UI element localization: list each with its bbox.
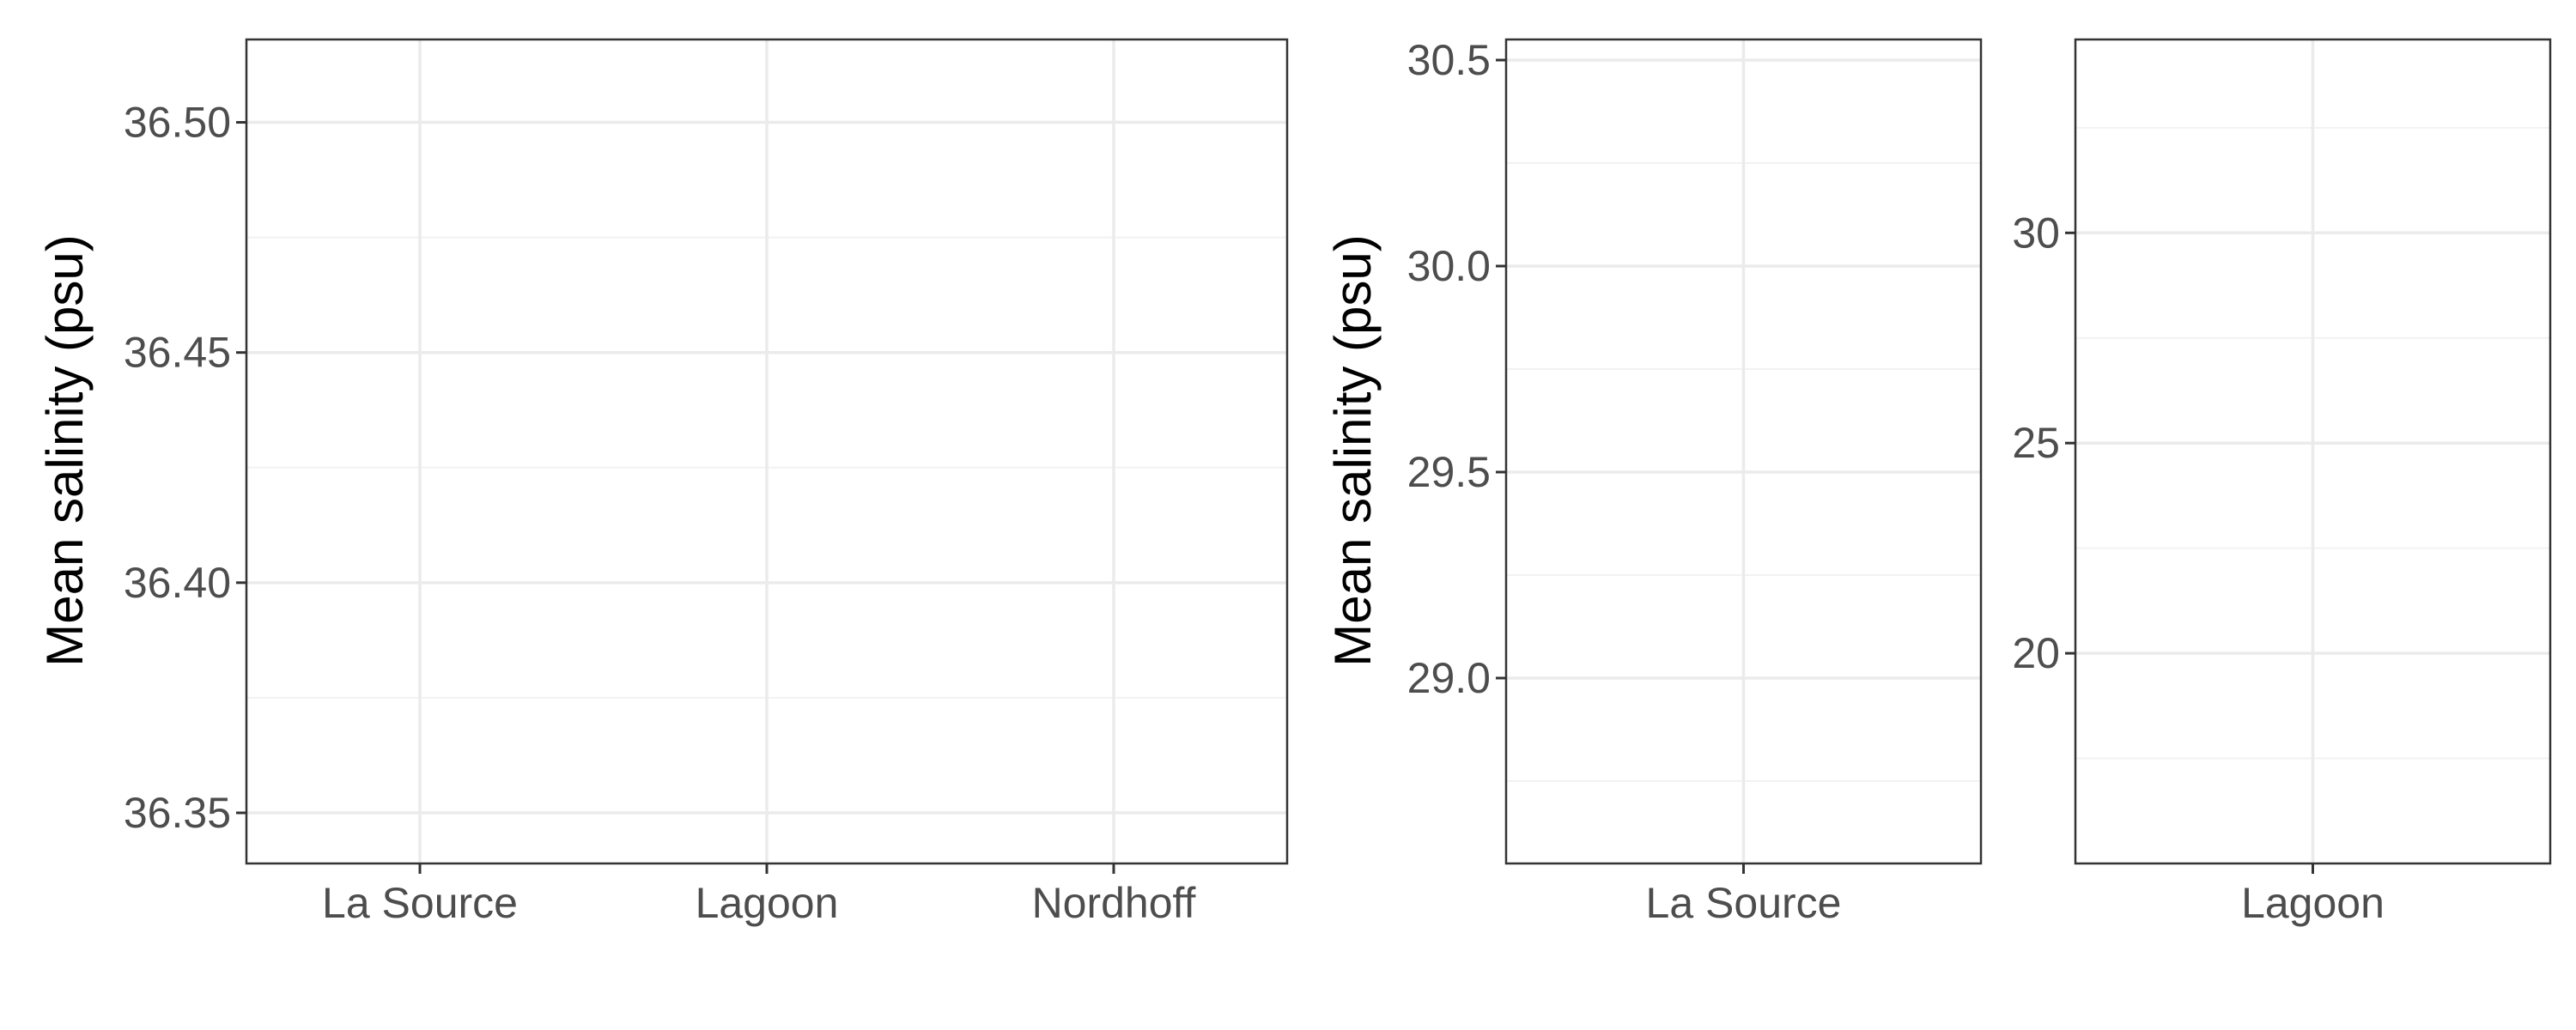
y-tick-label: 29.5 <box>1407 448 1491 496</box>
panel-border <box>245 38 1289 865</box>
x-tick-label: La Source <box>1646 879 1842 927</box>
salinity-panel-lagoon: 20 25 30 Lagoon <box>2012 38 2552 927</box>
x-tick-label: Lagoon <box>696 879 839 927</box>
y-axis-title-panel-2: Mean salinity (psu) <box>1324 234 1382 667</box>
x-tick-label: La Source <box>322 879 518 927</box>
y-tick-label: 25 <box>2012 419 2060 467</box>
salinity-panel-all-sites: 36.35 36.40 36.45 36.50 La Source Lagoon Nordh… <box>124 38 1289 927</box>
salinity-panel-la-source: 29.0 29.5 30.0 30.5 La Source <box>1407 36 1983 927</box>
y-tick-label: 30 <box>2012 209 2060 257</box>
y-tick-label: 36.40 <box>124 559 231 607</box>
x-tick-label: Nordhoff <box>1032 879 1196 927</box>
panel-border <box>2074 38 2552 865</box>
y-tick-label: 30.5 <box>1407 36 1491 84</box>
y-tick-label: 29.0 <box>1407 654 1491 702</box>
x-tick-label: Lagoon <box>2241 879 2385 927</box>
y-axis-title-panel-1: Mean salinity (psu) <box>36 234 94 667</box>
y-tick-label: 20 <box>2012 629 2060 677</box>
y-tick-label: 36.50 <box>124 99 231 147</box>
y-tick-label: 30.0 <box>1407 242 1491 290</box>
panel-border <box>1504 38 1983 865</box>
y-tick-label: 36.45 <box>124 329 231 377</box>
y-tick-label: 36.35 <box>124 789 231 837</box>
